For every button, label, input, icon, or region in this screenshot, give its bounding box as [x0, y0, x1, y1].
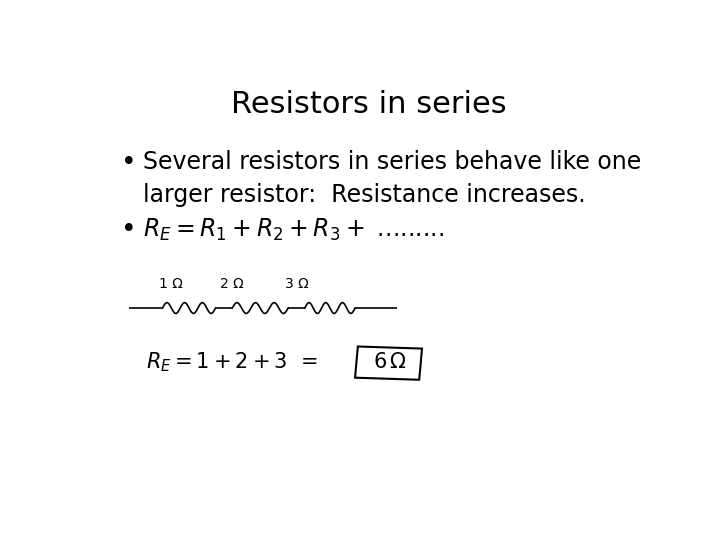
Text: larger resistor:  Resistance increases.: larger resistor: Resistance increases. [143, 183, 585, 207]
Text: •: • [121, 217, 136, 242]
Text: $R_E = R_1 + R_2 + R_3 +$ .........: $R_E = R_1 + R_2 + R_3 +$ ......... [143, 217, 444, 243]
Text: Several resistors in series behave like one: Several resistors in series behave like … [143, 150, 642, 174]
Text: 1 Ω: 1 Ω [159, 278, 183, 292]
Text: Resistors in series: Resistors in series [231, 90, 507, 119]
Text: •: • [121, 150, 136, 176]
Text: $\mathit{6\,\Omega}$: $\mathit{6\,\Omega}$ [373, 352, 407, 372]
Text: 2 Ω: 2 Ω [220, 278, 244, 292]
Text: 3 Ω: 3 Ω [284, 278, 308, 292]
Text: $\mathit{R_E = 1 + 2 + 3}$  =: $\mathit{R_E = 1 + 2 + 3}$ = [145, 350, 318, 374]
